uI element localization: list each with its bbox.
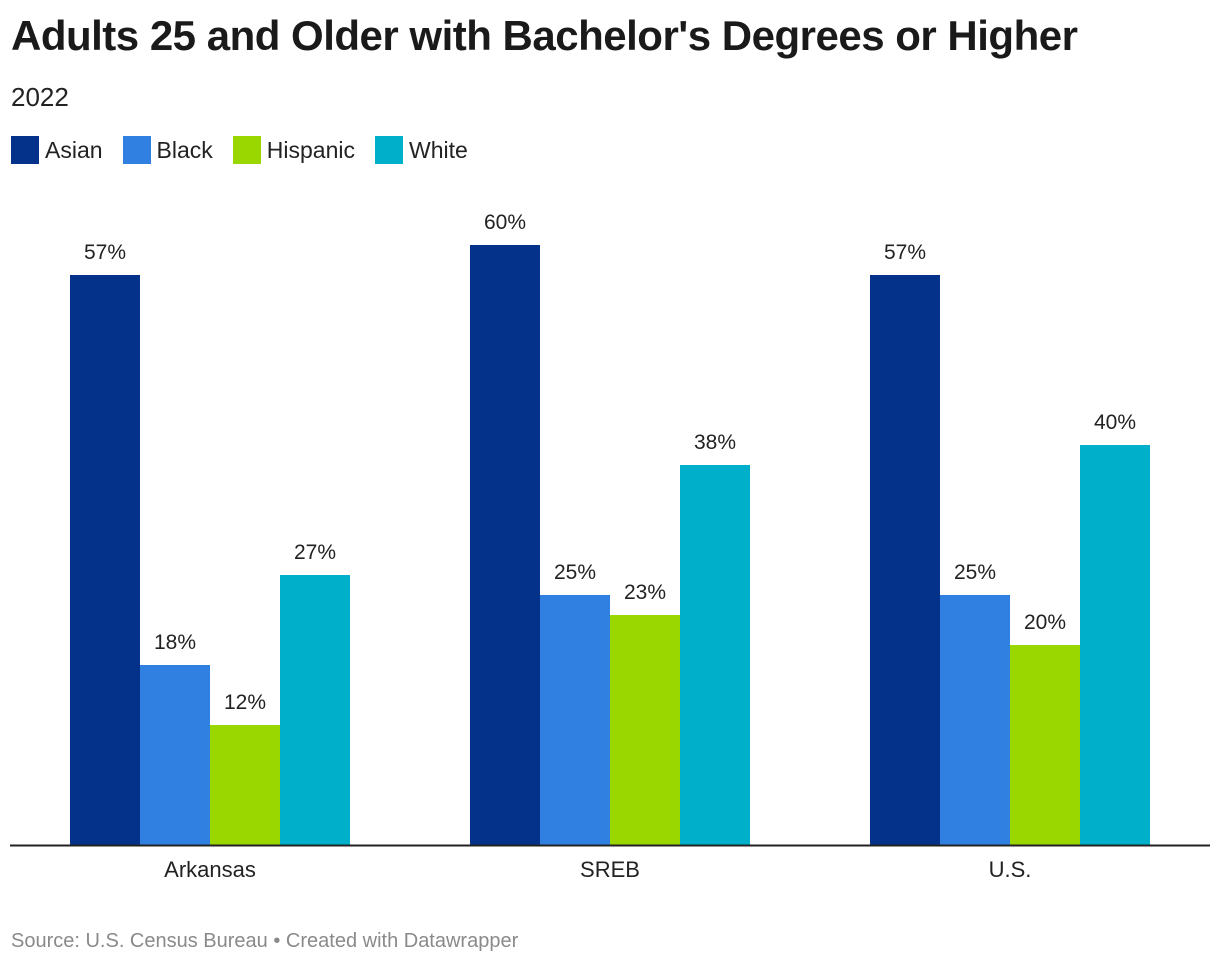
legend-item-black: Black xyxy=(122,136,213,164)
bar-sreb-hispanic xyxy=(610,615,680,845)
data-label-u-s-hispanic: 20% xyxy=(1024,611,1066,634)
bar-arkansas-white xyxy=(280,575,350,845)
bar-sreb-white xyxy=(680,465,750,845)
data-label-u-s-white: 40% xyxy=(1094,411,1136,434)
data-label-sreb-hispanic: 23% xyxy=(624,581,666,604)
legend-swatch-asian xyxy=(11,136,39,164)
bar-arkansas-hispanic xyxy=(210,725,280,845)
legend: Asian Black Hispanic White xyxy=(11,136,488,164)
data-label-arkansas-black: 18% xyxy=(154,631,196,654)
legend-label-hispanic: Hispanic xyxy=(266,136,356,163)
bar-u-s-black xyxy=(940,595,1010,845)
legend-item-hispanic: Hispanic xyxy=(232,136,356,164)
legend-label-white: White xyxy=(409,136,468,163)
bar-sreb-asian xyxy=(470,245,540,845)
bar-u-s-hispanic xyxy=(1010,645,1080,845)
data-label-sreb-black: 25% xyxy=(554,561,596,584)
legend-swatch-black xyxy=(122,136,151,164)
bar-u-s-asian xyxy=(870,275,940,845)
bar-chart: 57% 18% 12% 27% Arkansas 60% 25% 23% 38% SREB 57% 2… xyxy=(10,211,1210,882)
data-label-sreb-asian: 60% xyxy=(484,211,526,234)
bar-u-s-white xyxy=(1080,445,1150,845)
legend-label-black: Black xyxy=(156,136,213,163)
data-label-u-s-asian: 57% xyxy=(884,241,926,264)
legend-item-white: White xyxy=(375,136,468,164)
data-label-arkansas-white: 27% xyxy=(294,541,336,564)
data-label-arkansas-hispanic: 12% xyxy=(224,691,266,714)
data-label-u-s-black: 25% xyxy=(954,561,996,584)
data-label-arkansas-asian: 57% xyxy=(84,241,126,264)
x-tick-label-sreb: SREB xyxy=(580,857,640,882)
chart-title: Adults 25 and Older with Bachelor's Degr… xyxy=(11,12,1078,59)
chart-subtitle: 2022 xyxy=(11,82,69,112)
legend-swatch-white xyxy=(375,136,404,164)
legend-item-asian: Asian xyxy=(11,136,103,164)
bar-sreb-black xyxy=(540,595,610,845)
x-tick-label-u-s: U.S. xyxy=(989,857,1032,882)
bar-arkansas-black xyxy=(140,665,210,845)
source-note: Source: U.S. Census Bureau • Created wit… xyxy=(11,930,519,952)
x-tick-label-arkansas: Arkansas xyxy=(164,857,256,882)
legend-label-asian: Asian xyxy=(45,136,103,163)
data-label-sreb-white: 38% xyxy=(694,431,736,454)
bar-arkansas-asian xyxy=(70,275,140,845)
legend-swatch-hispanic xyxy=(232,136,261,164)
